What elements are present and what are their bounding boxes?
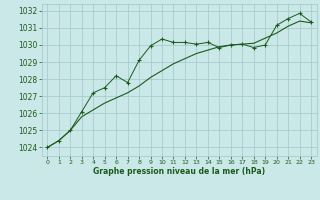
X-axis label: Graphe pression niveau de la mer (hPa): Graphe pression niveau de la mer (hPa) (93, 167, 265, 176)
